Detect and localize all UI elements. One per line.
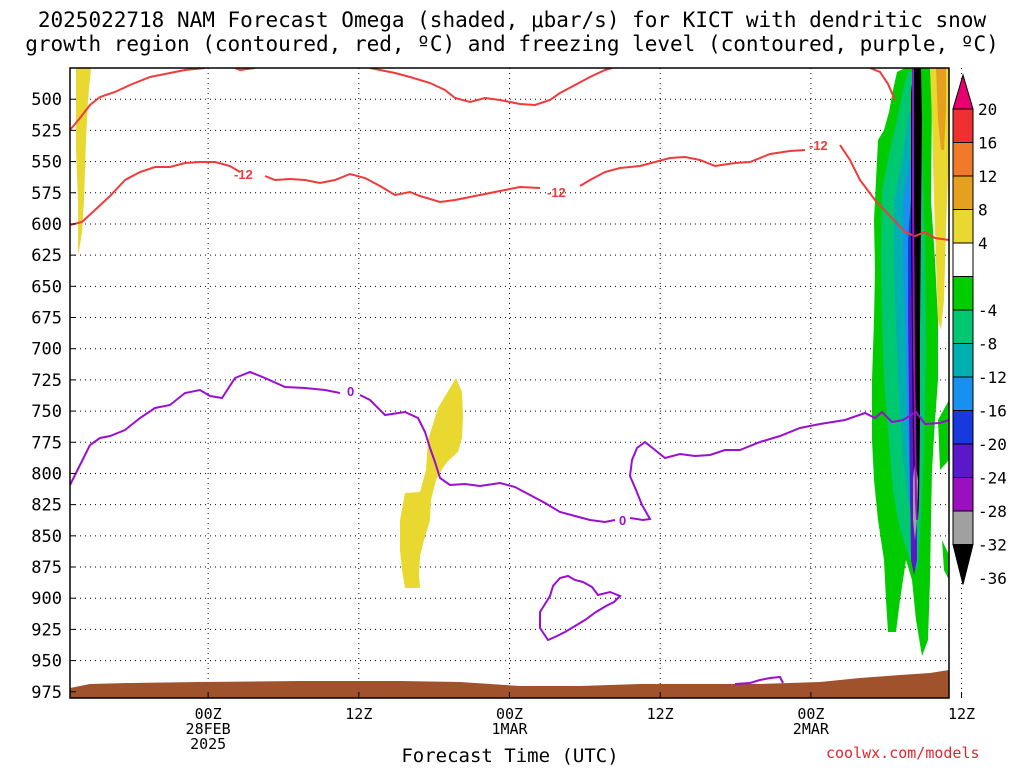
colorbar-label: 4 [978, 234, 988, 253]
x-tick-label: 2025 [190, 735, 226, 753]
y-tick-label: 725 [31, 371, 62, 391]
y-tick-label: 700 [31, 340, 62, 360]
chart-title-line-2: growth region (contoured, red, ºC) and f… [25, 32, 999, 56]
freezing-label-2: 0 [619, 513, 626, 528]
freezing-contour-vertical [912, 68, 918, 521]
colorbar-label: 12 [978, 167, 997, 186]
omega-shade-orange-late [936, 68, 946, 150]
freezing-contour-lower [539, 574, 622, 642]
colorbar-top-triangle [952, 73, 974, 110]
colorbar-label: -24 [978, 469, 1007, 488]
y-tick-label: 625 [31, 246, 62, 266]
y-tick-label: 850 [31, 527, 62, 547]
y-tick-label: 675 [31, 309, 62, 329]
y-tick-label: 875 [31, 558, 62, 578]
colorbar-label: 8 [978, 201, 988, 220]
colorbar-label: -4 [978, 301, 997, 320]
dgz-label-3: -12 [809, 138, 828, 153]
freezing-contour-main [70, 370, 949, 524]
y-tick-label: 650 [31, 277, 62, 297]
credit-text: coolwx.com/models [826, 744, 980, 762]
omega-shade-yellow-mid [400, 378, 463, 588]
x-axis-label: Forecast Time (UTC) [401, 745, 619, 767]
colorbar-label: -36 [978, 569, 1007, 588]
colorbar-label: -28 [978, 502, 1007, 521]
x-tick-label: 12Z [345, 705, 372, 723]
x-tick-label: 00Z [195, 705, 222, 723]
freezing-label-1: 0 [347, 384, 354, 399]
plot-area [70, 68, 949, 698]
colorbar-bin [952, 276, 974, 311]
colorbar: 20 16 12 8 4 -4 -8 -12 -16 -20 -24 -28 -32 -36 [952, 73, 1007, 588]
colorbar-label: -8 [978, 335, 997, 354]
y-tick-label: 575 [31, 184, 62, 204]
y-tick-label: 800 [31, 464, 62, 484]
y-tick-label: 975 [31, 683, 62, 703]
y-tick-label: 600 [31, 215, 62, 235]
y-tick-label: 750 [31, 402, 62, 422]
x-axis: 00Z28FEB202512Z00Z1MAR12Z00Z2MAR12Z00Z3M… [186, 692, 975, 753]
y-tick-label: 825 [31, 496, 62, 516]
colorbar-bin [952, 108, 974, 143]
colorbar-label: 20 [978, 100, 997, 119]
omega-shade-yellow-early [76, 68, 91, 255]
y-tick-label: 500 [31, 90, 62, 110]
y-axis: 500 525 550 575 600 625 650 675 700 725 750 775 800 8… [31, 90, 76, 703]
x-tick-label: 00Z [496, 705, 523, 723]
y-tick-label: 900 [31, 589, 62, 609]
colorbar-label: 16 [978, 134, 997, 153]
colorbar-bin [952, 510, 974, 545]
x-tick-label: 00Z [797, 705, 824, 723]
terrain-fill [70, 670, 949, 698]
colorbar-bin [952, 477, 974, 512]
colorbar-bin [952, 376, 974, 411]
contour-labels: -12 -12 -12 0 0 [234, 138, 828, 528]
chart-title-line-1: 2025022718 NAM Forecast Omega (shaded, μ… [37, 8, 987, 32]
y-tick-label: 950 [31, 652, 62, 672]
colorbar-bin [952, 209, 974, 244]
x-tick-label: 12Z [948, 705, 975, 723]
freezing-contour-small [734, 675, 784, 685]
colorbar-bottom-triangle [952, 544, 974, 585]
colorbar-bin [952, 142, 974, 177]
x-tick-label: 28FEB [186, 720, 231, 738]
omega-shade-green-edge-2 [938, 400, 949, 470]
colorbar-label: -20 [978, 435, 1007, 454]
x-tick-label: 12Z [647, 705, 674, 723]
colorbar-bin [952, 410, 974, 445]
y-tick-label: 925 [31, 620, 62, 640]
y-tick-label: 525 [31, 121, 62, 141]
y-tick-label: 775 [31, 433, 62, 453]
colorbar-label: -32 [978, 536, 1007, 555]
colorbar-label: -12 [978, 368, 1007, 387]
dgz-label-1: -12 [234, 167, 253, 182]
colorbar-bin [952, 242, 974, 277]
colorbar-bin [952, 443, 974, 478]
dgz-contour-bottom [70, 144, 949, 241]
x-tick-label: 1MAR [491, 720, 528, 738]
y-tick-label: 550 [31, 153, 62, 173]
dgz-contour-top [70, 68, 896, 131]
x-tick-label: 2MAR [793, 720, 830, 738]
colorbar-label: -16 [978, 402, 1007, 421]
dgz-label-2: -12 [547, 185, 566, 200]
omega-shade-green-edge [942, 540, 949, 580]
colorbar-bin [952, 309, 974, 344]
colorbar-bin [952, 175, 974, 210]
colorbar-bin [952, 343, 974, 378]
